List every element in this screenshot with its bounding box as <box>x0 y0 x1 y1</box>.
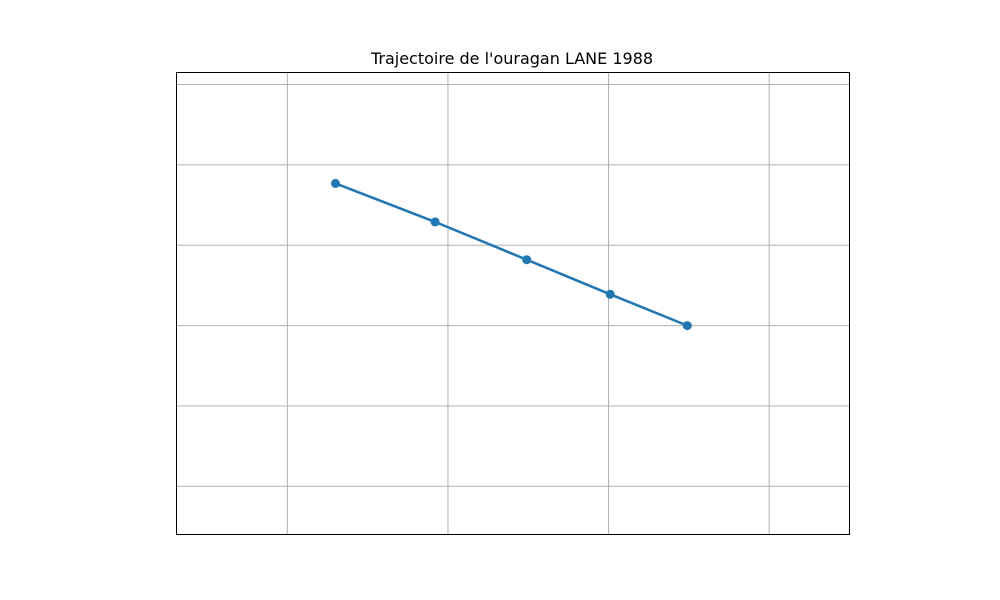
grid <box>176 72 850 535</box>
track-point <box>331 178 340 188</box>
track-point <box>430 217 440 227</box>
chart-title: Trajectoire de l'ouragan LANE 1988 <box>370 49 653 68</box>
track-series <box>331 178 692 331</box>
track-line <box>335 182 688 327</box>
track-point <box>682 321 692 331</box>
track-point <box>522 255 532 265</box>
track-point <box>605 289 615 299</box>
plot-area-frame <box>176 72 850 535</box>
